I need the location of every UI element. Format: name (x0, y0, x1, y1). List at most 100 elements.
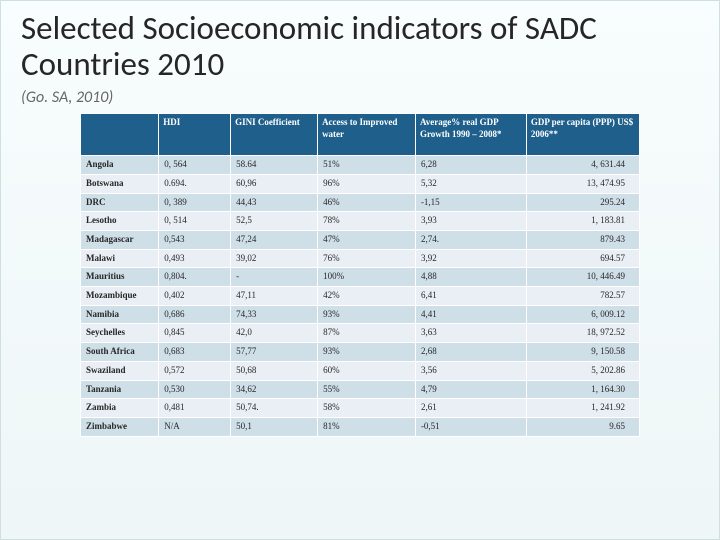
table-row: Botswana0.694.60,9696%5,3213, 474.95 (81, 174, 640, 193)
col-header-gdppc: GDP per capita (PPP) US$ 2006** (526, 114, 639, 156)
cell-water: 58% (318, 399, 416, 418)
cell-water: 51% (318, 156, 416, 175)
col-header-country (81, 114, 159, 156)
slide-title-row: Selected Socioeconomic indicators of SAD… (21, 11, 699, 107)
cell-gdppc: 18, 972.52 (526, 324, 639, 343)
cell-country: South Africa (81, 343, 159, 362)
table-row: Angola0, 56458.6451%6,284, 631.44 (81, 156, 640, 175)
cell-hdi: 0,804. (159, 268, 231, 287)
table-row: Seychelles0,84542,087%3,6318, 972.52 (81, 324, 640, 343)
cell-country: Mauritius (81, 268, 159, 287)
col-header-hdi: HDI (159, 114, 231, 156)
cell-hdi: 0,481 (159, 399, 231, 418)
cell-gini: 50,74. (231, 399, 318, 418)
cell-water: 87% (318, 324, 416, 343)
cell-gdpg: 4,88 (415, 268, 526, 287)
cell-gini: 47,11 (231, 287, 318, 306)
cell-country: DRC (81, 193, 159, 212)
cell-hdi: N/A (159, 417, 231, 436)
cell-gini: 52,5 (231, 212, 318, 231)
cell-gdppc: 782.57 (526, 287, 639, 306)
cell-country: Botswana (81, 174, 159, 193)
cell-hdi: 0,402 (159, 287, 231, 306)
table-row: Tanzania0,53034,6255%4,791, 164.30 (81, 380, 640, 399)
cell-gdpg: -0,51 (415, 417, 526, 436)
slide-source-caption: (Go. SA, 2010) (21, 88, 113, 107)
cell-country: Namibia (81, 305, 159, 324)
cell-water: 100% (318, 268, 416, 287)
cell-country: Angola (81, 156, 159, 175)
table-row: Zambia0,48150,74.58%2,611, 241.92 (81, 399, 640, 418)
slide: Selected Socioeconomic indicators of SAD… (0, 0, 720, 540)
cell-gini: 50,68 (231, 361, 318, 380)
cell-gdppc: 6, 009.12 (526, 305, 639, 324)
cell-gdppc: 1, 183.81 (526, 212, 639, 231)
table-row: Malawi0,49339,0276%3,92694.57 (81, 249, 640, 268)
cell-hdi: 0.694. (159, 174, 231, 193)
cell-hdi: 0, 564 (159, 156, 231, 175)
cell-water: 81% (318, 417, 416, 436)
col-header-gdpg: Average% real GDP Growth 1990 – 2008* (415, 114, 526, 156)
table-row: Mozambique0,40247,1142%6,41782.57 (81, 287, 640, 306)
indicators-table: HDI GINI Coefficient Access to Improved … (80, 113, 640, 436)
table-row: South Africa0,68357,7793%2,689, 150.58 (81, 343, 640, 362)
cell-gdppc: 4, 631.44 (526, 156, 639, 175)
col-header-water: Access to Improved water (318, 114, 416, 156)
cell-gini: 60,96 (231, 174, 318, 193)
cell-gdppc: 9.65 (526, 417, 639, 436)
cell-country: Malawi (81, 249, 159, 268)
cell-gini: 42,0 (231, 324, 318, 343)
cell-gdppc: 10, 446.49 (526, 268, 639, 287)
table-row: Swaziland0,57250,6860%3,565, 202.86 (81, 361, 640, 380)
cell-water: 46% (318, 193, 416, 212)
table-row: Madagascar0,54347,2447%2,74.879.43 (81, 231, 640, 250)
cell-gdpg: 3,93 (415, 212, 526, 231)
cell-gini: 58.64 (231, 156, 318, 175)
cell-gdpg: 6,41 (415, 287, 526, 306)
cell-gini: 44,43 (231, 193, 318, 212)
cell-gini: 74,33 (231, 305, 318, 324)
cell-gdpg: 4,79 (415, 380, 526, 399)
table-body: Angola0, 56458.6451%6,284, 631.44Botswan… (81, 156, 640, 436)
cell-hdi: 0,683 (159, 343, 231, 362)
col-header-gini: GINI Coefficient (231, 114, 318, 156)
cell-gdppc: 5, 202.86 (526, 361, 639, 380)
cell-gini: - (231, 268, 318, 287)
table-row: ZimbabweN/A50,181%-0,519.65 (81, 417, 640, 436)
cell-gdpg: 5,32 (415, 174, 526, 193)
cell-hdi: 0,572 (159, 361, 231, 380)
cell-water: 55% (318, 380, 416, 399)
cell-gdpg: 4,41 (415, 305, 526, 324)
table-row: DRC0, 38944,4346%-1,15295.24 (81, 193, 640, 212)
cell-gdppc: 1, 164.30 (526, 380, 639, 399)
cell-gdppc: 1, 241.92 (526, 399, 639, 418)
cell-gdpg: 6,28 (415, 156, 526, 175)
cell-hdi: 0, 389 (159, 193, 231, 212)
cell-country: Zimbabwe (81, 417, 159, 436)
cell-gdppc: 879.43 (526, 231, 639, 250)
cell-gdpg: -1,15 (415, 193, 526, 212)
cell-gdpg: 2,61 (415, 399, 526, 418)
cell-gdpg: 2,74. (415, 231, 526, 250)
cell-water: 93% (318, 343, 416, 362)
cell-water: 93% (318, 305, 416, 324)
cell-gdppc: 694.57 (526, 249, 639, 268)
table-header-row: HDI GINI Coefficient Access to Improved … (81, 114, 640, 156)
cell-hdi: 0,493 (159, 249, 231, 268)
table-row: Namibia0,68674,3393%4,416, 009.12 (81, 305, 640, 324)
cell-country: Seychelles (81, 324, 159, 343)
cell-water: 78% (318, 212, 416, 231)
cell-hdi: 0, 514 (159, 212, 231, 231)
cell-hdi: 0,845 (159, 324, 231, 343)
cell-hdi: 0,686 (159, 305, 231, 324)
cell-hdi: 0,530 (159, 380, 231, 399)
cell-water: 60% (318, 361, 416, 380)
cell-gini: 47,24 (231, 231, 318, 250)
table-row: Lesotho0, 51452,578%3,931, 183.81 (81, 212, 640, 231)
cell-gini: 34,62 (231, 380, 318, 399)
cell-gini: 50,1 (231, 417, 318, 436)
cell-water: 96% (318, 174, 416, 193)
cell-country: Tanzania (81, 380, 159, 399)
cell-gdpg: 3,63 (415, 324, 526, 343)
cell-country: Mozambique (81, 287, 159, 306)
